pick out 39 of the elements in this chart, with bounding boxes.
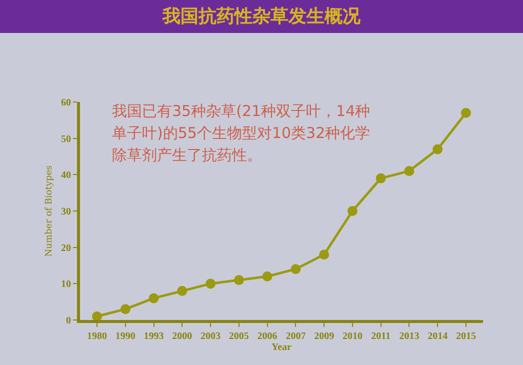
chart-title: 我国抗药性杂草发生概况	[0, 0, 523, 33]
point	[148, 293, 159, 304]
y-tick-label: 30	[61, 206, 71, 218]
y-tick-label: 40	[61, 170, 71, 182]
point	[234, 275, 244, 286]
annotation: 我国已有35种杂草(21种双子叶，14种单子叶)的55个生物型对10类32种化学除草剂产生了抗药性。	[112, 101, 372, 166]
point	[319, 250, 330, 260]
x-tick-label: 2011	[371, 331, 391, 342]
x-axis-title: Year	[272, 342, 292, 353]
x-tick-label: 2006	[257, 331, 278, 342]
point	[432, 144, 443, 154]
x-tick-label: 2014	[428, 331, 448, 342]
x-tick-label: 2000	[172, 331, 192, 342]
y-tick-label: 60	[61, 98, 71, 108]
point	[347, 206, 358, 216]
point	[262, 271, 272, 282]
x-tick-label: 2013	[399, 331, 420, 342]
y-tick-label: 20	[61, 242, 71, 254]
x-tick-label: 2007	[286, 331, 306, 342]
point	[290, 264, 301, 274]
x-tick-label: 2010	[342, 331, 362, 342]
x-tick-label: 1993	[144, 331, 164, 342]
y-tick-label: 0	[66, 316, 71, 326]
y-tick-label: 50	[61, 134, 71, 145]
point	[120, 304, 130, 314]
point	[376, 173, 386, 184]
point	[206, 278, 216, 289]
point	[177, 286, 188, 296]
x-tick-label: 1980	[87, 331, 108, 342]
y-axis-title: Number of Biotypes	[44, 164, 54, 257]
x-tick-label: 2015	[456, 331, 476, 342]
point	[404, 166, 414, 176]
x-tick-label: 1990	[115, 331, 136, 342]
x-tick-label: 2009	[314, 331, 334, 342]
y-tick-label: 10	[61, 279, 71, 290]
point	[460, 108, 471, 118]
x-tick-label: 2005	[228, 331, 249, 342]
point	[92, 311, 102, 322]
x-tick-label: 2003	[200, 331, 221, 342]
